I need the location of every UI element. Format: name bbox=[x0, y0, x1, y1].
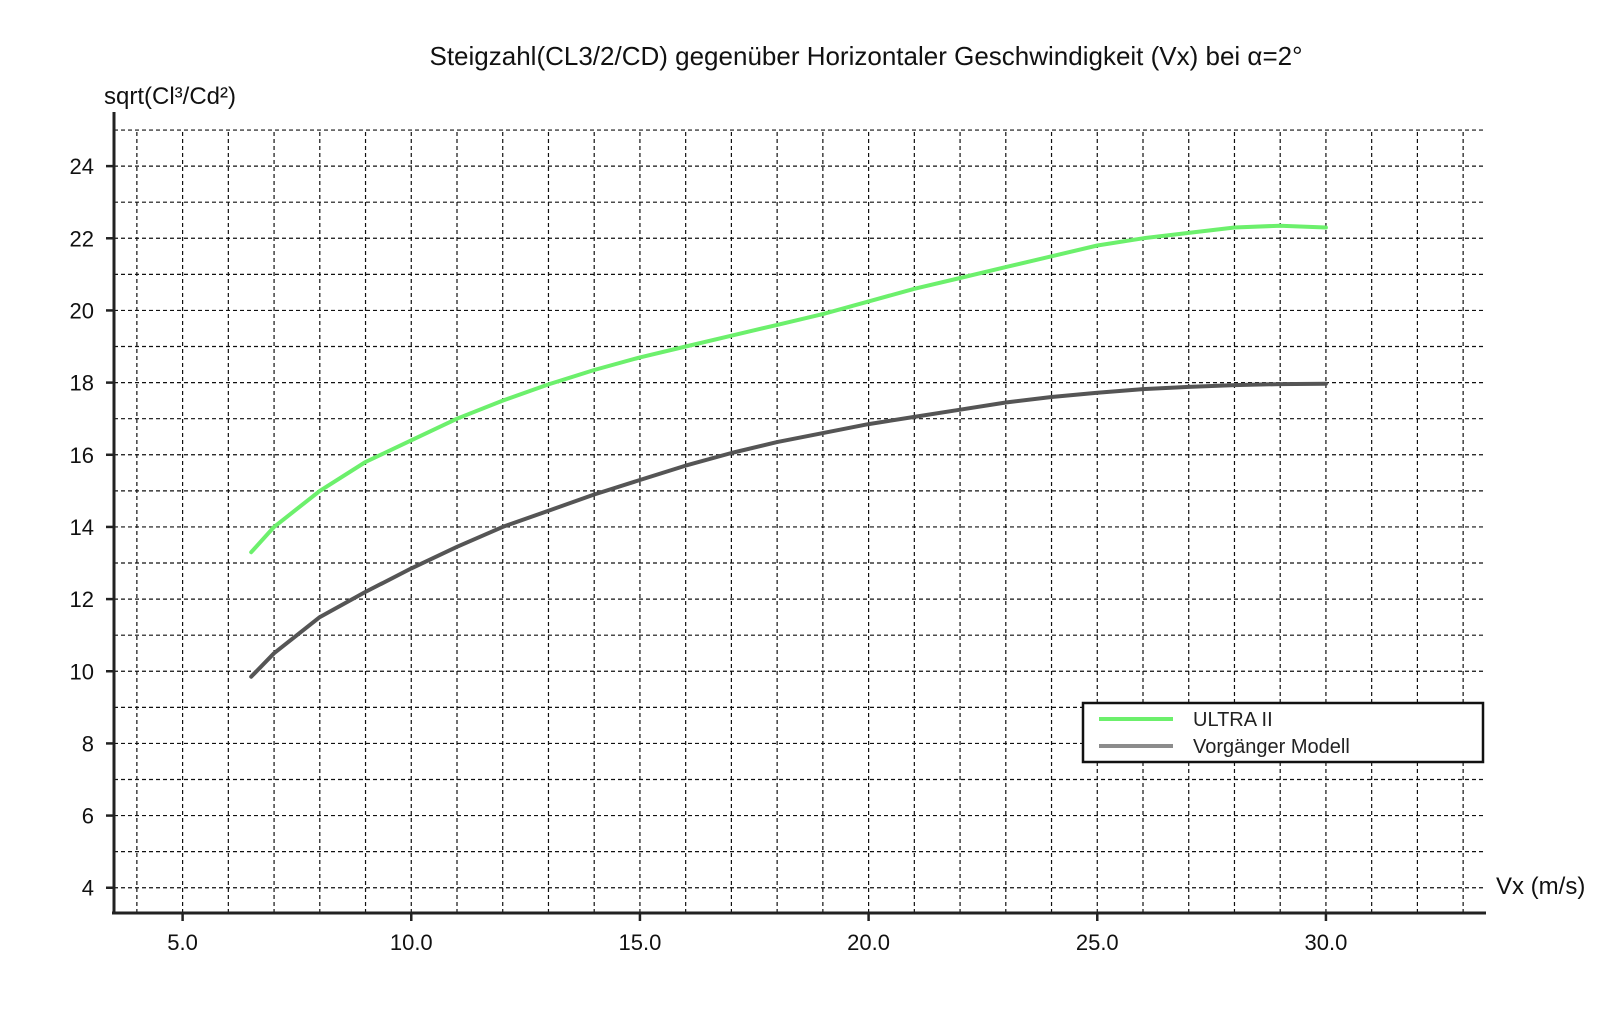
legend-box bbox=[1081, 701, 1485, 764]
x-tick-label: 30.0 bbox=[1305, 930, 1348, 955]
y-tick-label: 24 bbox=[70, 154, 94, 179]
x-tick-label: 25.0 bbox=[1076, 930, 1119, 955]
y-tick-label: 4 bbox=[82, 876, 94, 901]
x-axis-label: Vx (m/s) bbox=[1496, 873, 1585, 900]
legend: ULTRA II Vorgänger Modell bbox=[1081, 701, 1485, 764]
y-tick-label: 10 bbox=[70, 659, 94, 684]
x-tick-label: 10.0 bbox=[390, 930, 433, 955]
x-tick-label: 15.0 bbox=[619, 930, 662, 955]
y-tick-label: 20 bbox=[70, 298, 94, 323]
y-axis-label: sqrt(Cl³/Cd²) bbox=[104, 83, 236, 110]
y-tick-label: 12 bbox=[70, 587, 94, 612]
series-layer bbox=[249, 223, 1328, 679]
x-tick-label: 20.0 bbox=[847, 930, 890, 955]
series-line-0 bbox=[249, 223, 1328, 555]
y-tick-label: 16 bbox=[70, 443, 94, 468]
legend-label-vorgaenger-modell: Vorgänger Modell bbox=[1193, 736, 1350, 758]
y-tick-label: 18 bbox=[70, 371, 94, 396]
grid bbox=[114, 129, 1486, 913]
legend-label-ultra-ii: ULTRA II bbox=[1193, 709, 1273, 731]
series-line-1 bbox=[249, 381, 1328, 679]
y-tick-label: 14 bbox=[70, 515, 94, 540]
x-tick-label: 5.0 bbox=[167, 930, 198, 955]
y-tick-label: 8 bbox=[82, 731, 94, 756]
y-tick-label: 6 bbox=[82, 804, 94, 829]
y-tick-label: 22 bbox=[70, 226, 94, 251]
chart-title: Steigzahl(CL3/2/CD) gegenüber Horizontal… bbox=[429, 41, 1302, 71]
